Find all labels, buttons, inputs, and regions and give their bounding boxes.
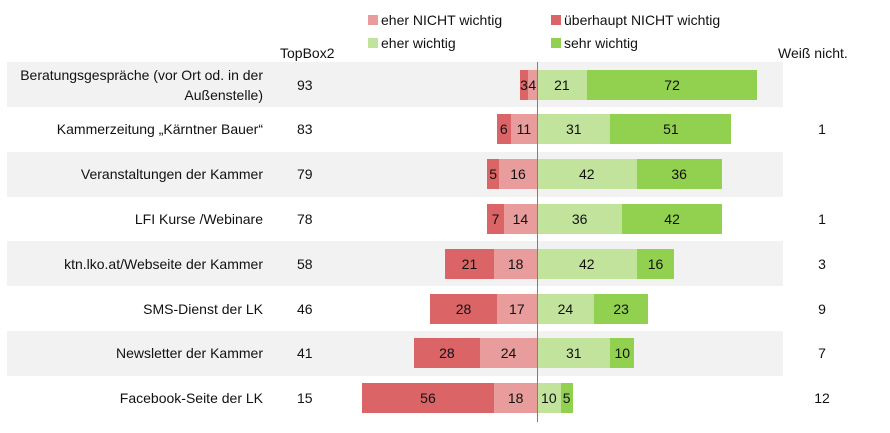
topbox-value: 15 — [297, 390, 313, 407]
topbox-value: 41 — [297, 345, 313, 362]
weiss-nicht-value: 1 — [818, 210, 826, 227]
topbox-value: 93 — [297, 76, 313, 93]
bar-segment: 11 — [510, 114, 537, 145]
bar-segment: 56 — [361, 383, 495, 414]
legend-swatch — [368, 15, 378, 25]
legend-label: eher NICHT wichtig — [381, 12, 503, 28]
legend-swatch — [368, 38, 378, 48]
category-label: Veranstaltungen der Kammer — [80, 166, 263, 183]
bar-segment: 36 — [537, 203, 623, 234]
legend-label: überhaupt NICHT wichtig — [564, 12, 721, 28]
weiss-nicht-value: 7 — [818, 345, 826, 362]
bar-segment: 23 — [593, 293, 649, 324]
legend-eher-nicht-wichtig: eher NICHT wichtig — [368, 12, 502, 28]
category-label: Newsletter der Kammer — [115, 345, 263, 362]
topbox-value: 79 — [297, 166, 313, 183]
weiss-nicht-value — [807, 152, 837, 197]
chart-row: Veranstaltungen der Kammer 79 16 5 42 36 — [7, 151, 783, 197]
bar-segment: 21 — [537, 69, 587, 100]
bar-segment: 5 — [560, 383, 573, 414]
weiss-nicht-value — [807, 62, 837, 107]
bar-segment: 7 — [487, 203, 504, 234]
topbox-value: 46 — [297, 300, 313, 317]
weiss-nicht-value: 3 — [818, 255, 826, 272]
bar-segment: 28 — [413, 338, 481, 369]
bar-segment: 18 — [494, 383, 537, 414]
bar-segment: 24 — [480, 338, 537, 369]
bar-segment: 17 — [496, 293, 537, 324]
chart-row: Kammerzeitung „Kärntner Bauer“ 83 1 11 6 31 51 — [7, 107, 826, 152]
category-label: Kammerzeitung „Kärntner Bauer“ — [56, 121, 263, 138]
bar-segment: 16 — [636, 248, 675, 279]
bar-segment: 14 — [503, 203, 537, 234]
category-label: Beratungsgespräche (vor Ort od. in der A… — [20, 66, 263, 103]
topbox-header: TopBox2 — [280, 45, 335, 61]
bar-segment: 31 — [537, 114, 611, 145]
weiss-nicht-header: Weiß nicht. — [778, 45, 848, 61]
bar-segment: 72 — [586, 69, 758, 100]
legend-swatch — [551, 15, 561, 25]
chart-row: Newsletter der Kammer 41 7 24 28 31 10 — [7, 330, 826, 376]
bar-segment: 10 — [610, 338, 635, 369]
weiss-nicht-value: 12 — [814, 390, 830, 407]
chart-row: Beratungsgespräche (vor Ort od. in der A… — [7, 62, 783, 107]
topbox-value: 78 — [297, 210, 313, 227]
bar-segment: 16 — [499, 159, 537, 190]
weiss-nicht-value: 9 — [818, 300, 826, 317]
topbox-value: 83 — [297, 121, 313, 138]
bar-segment: 31 — [537, 338, 611, 369]
bar-segment: 51 — [610, 114, 732, 145]
bar-segment: 42 — [537, 248, 637, 279]
category-label: ktn.lko.at/Webseite der Kammer — [64, 255, 263, 272]
bar-segment: 5 — [487, 159, 500, 190]
bar-segment: 24 — [537, 293, 594, 324]
bar-segment: 18 — [494, 248, 537, 279]
bar-segment: 36 — [636, 159, 722, 190]
bar-segment: 42 — [622, 203, 722, 234]
legend-label: sehr wichtig — [564, 35, 638, 51]
category-label: Facebook-Seite der LK — [119, 390, 263, 407]
bar-segment: 42 — [537, 159, 637, 190]
chart-row: ktn.lko.at/Webseite der Kammer 58 3 18 21 42 1… — [7, 241, 826, 287]
zero-axis — [537, 62, 538, 422]
chart-row: Facebook-Seite der LK 15 12 18 56 10 5 — [7, 376, 830, 421]
legend-label: eher wichtig — [381, 35, 456, 51]
bar-segment: 4 — [527, 69, 537, 100]
weiss-nicht-value: 1 — [818, 121, 826, 138]
topbox-value: 58 — [297, 255, 313, 272]
chart-row: SMS-Dienst der LK 46 9 17 28 24 23 — [7, 286, 826, 331]
bar-segment: 10 — [537, 383, 561, 414]
legend-eher-wichtig: eher wichtig — [368, 35, 456, 51]
legend-ueberhaupt-nicht-wichtig: überhaupt NICHT wichtig — [551, 12, 720, 28]
bar-segment: 6 — [496, 114, 511, 145]
bar-segment: 28 — [430, 293, 497, 324]
legend-sehr-wichtig: sehr wichtig — [551, 35, 638, 51]
category-label: SMS-Dienst der LK — [143, 300, 263, 317]
chart-row: LFI Kurse /Webinare 78 1 14 7 36 42 — [7, 196, 826, 241]
legend-swatch — [551, 38, 561, 48]
bar-segment: 21 — [444, 248, 495, 279]
category-label: LFI Kurse /Webinare — [134, 210, 263, 227]
bar-segment: 3 — [520, 69, 528, 100]
